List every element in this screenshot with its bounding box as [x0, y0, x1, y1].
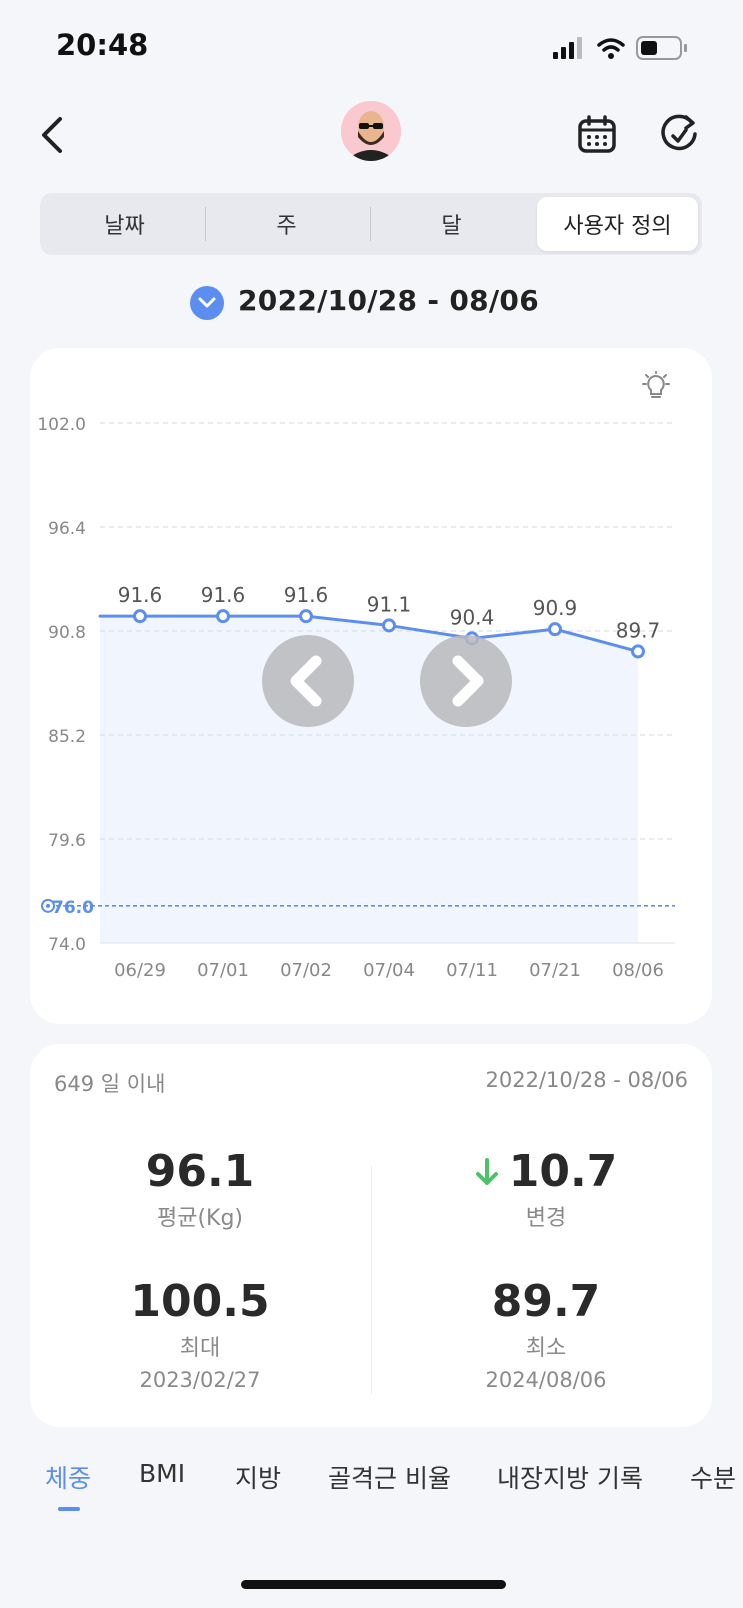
max-date: 2023/02/27 [139, 1368, 261, 1392]
stats-card: 649 일 이내 2022/10/28 - 08/06 96.1 평균(Kg) … [30, 1044, 712, 1427]
data-label: 91.6 [284, 583, 329, 607]
data-label: 89.7 [616, 618, 661, 642]
data-label: 90.9 [533, 596, 578, 620]
chevron-down-icon [198, 297, 216, 308]
refresh-icon [661, 114, 697, 151]
data-label: 91.6 [118, 583, 163, 607]
data-point[interactable] [133, 609, 147, 624]
change-label: 변경 [525, 1206, 567, 1231]
refresh-button[interactable] [652, 107, 706, 161]
home-indicator [241, 1580, 506, 1589]
segment-week[interactable]: 주 [276, 214, 297, 239]
x-tick-label: 07/01 [197, 960, 249, 981]
y-tick-label: 96.4 [48, 519, 86, 539]
segment-custom[interactable]: 사용자 정의 [537, 197, 698, 251]
chevron-left-icon [290, 655, 322, 707]
tab-skeletal-muscle[interactable]: 골격근 비율 [328, 1464, 451, 1493]
date-range-label: 2022/10/28 - 08/06 [238, 284, 539, 317]
x-tick-label: 07/11 [446, 960, 498, 981]
stats-date-range: 2022/10/28 - 08/06 [485, 1068, 688, 1092]
calendar-button[interactable] [570, 107, 624, 161]
y-tick-label: 85.2 [48, 727, 86, 747]
tab-fat[interactable]: 지방 [235, 1464, 282, 1493]
x-tick-label: 07/02 [280, 960, 332, 981]
y-tick-label: 79.6 [48, 831, 86, 851]
weight-series-line [98, 614, 640, 653]
data-point[interactable] [631, 644, 645, 659]
period-segmented-control: 날짜 주 달 사용자 정의 [40, 193, 702, 255]
nav-bar [0, 95, 743, 175]
status-icons [553, 34, 693, 64]
weight-chart-card: 102.0 96.4 90.8 85.2 79.6 74.0 76.0 91.6 06/29 91… [30, 348, 712, 1024]
x-tick-label: 06/29 [114, 960, 166, 981]
target-icon [41, 898, 55, 913]
segment-divider [205, 207, 206, 241]
segment-month[interactable]: 달 [441, 214, 462, 239]
x-tick-label: 07/04 [363, 960, 415, 981]
tab-water[interactable]: 수분 [690, 1464, 737, 1493]
avatar[interactable] [341, 101, 401, 161]
data-point[interactable] [216, 609, 230, 624]
tab-bmi[interactable]: BMI [139, 1459, 186, 1488]
target-label: 76.0 [52, 898, 94, 918]
tab-visceral-fat[interactable]: 내장지방 기록 [497, 1464, 643, 1493]
tip-lightbulb-icon[interactable] [642, 371, 670, 398]
data-point[interactable] [548, 622, 562, 637]
y-tick-label: 74.0 [48, 935, 86, 955]
metric-tabs: 체중 BMI 지방 골격근 비율 내장지방 기록 수분 [0, 1455, 743, 1525]
stat-max: 100.5 최대 2023/02/27 [50, 1276, 350, 1392]
data-point[interactable] [299, 609, 313, 624]
data-label: 90.4 [450, 605, 495, 629]
min-date: 2024/08/06 [485, 1368, 607, 1392]
average-label: 평균(Kg) [156, 1206, 244, 1231]
x-tick-label: 08/06 [612, 960, 664, 981]
min-value: 89.7 [491, 1276, 601, 1327]
calendar-icon [578, 115, 616, 153]
status-time: 20:48 [56, 28, 149, 62]
chart-prev-button[interactable] [262, 635, 354, 727]
arrow-down-icon [475, 1158, 498, 1185]
wifi-icon [597, 38, 625, 59]
max-label: 최대 [179, 1336, 221, 1361]
change-value: 10.7 [508, 1146, 618, 1197]
max-value: 100.5 [130, 1276, 270, 1327]
segment-day[interactable]: 날짜 [104, 214, 145, 239]
chart-next-button[interactable] [420, 635, 512, 727]
stat-average: 96.1 평균(Kg) [50, 1146, 350, 1232]
avatar-image [341, 101, 401, 161]
battery-icon [636, 36, 687, 60]
stats-divider [371, 1166, 372, 1394]
min-label: 최소 [525, 1336, 567, 1361]
active-tab-indicator [58, 1507, 80, 1511]
status-bar: 20:48 [0, 0, 743, 90]
data-point[interactable] [382, 618, 396, 633]
signal-icon [553, 37, 582, 59]
segment-divider [370, 207, 371, 241]
date-range-row: 2022/10/28 - 08/06 [0, 278, 743, 328]
back-chevron-icon [42, 117, 62, 153]
stat-change: 10.7 변경 [396, 1146, 696, 1232]
y-tick-label: 90.8 [48, 623, 86, 643]
weight-chart: 102.0 96.4 90.8 85.2 79.6 74.0 76.0 91.6 06/29 91… [37, 371, 675, 981]
x-tick-label: 07/21 [529, 960, 581, 981]
days-count: 649 일 이내 [54, 1072, 166, 1096]
average-value: 96.1 [145, 1146, 255, 1197]
stat-min: 89.7 최소 2024/08/06 [396, 1276, 696, 1392]
change-row: 10.7 [396, 1146, 696, 1198]
signal-wifi-battery-icons [553, 36, 687, 60]
data-label: 91.1 [367, 592, 412, 616]
chevron-right-icon [452, 655, 484, 707]
chart-area-fill [100, 616, 638, 943]
y-tick-label: 102.0 [37, 415, 86, 435]
range-dropdown-button[interactable] [190, 286, 224, 320]
data-label: 91.6 [201, 583, 246, 607]
back-button[interactable] [22, 105, 82, 165]
tab-weight[interactable]: 체중 [45, 1464, 92, 1493]
